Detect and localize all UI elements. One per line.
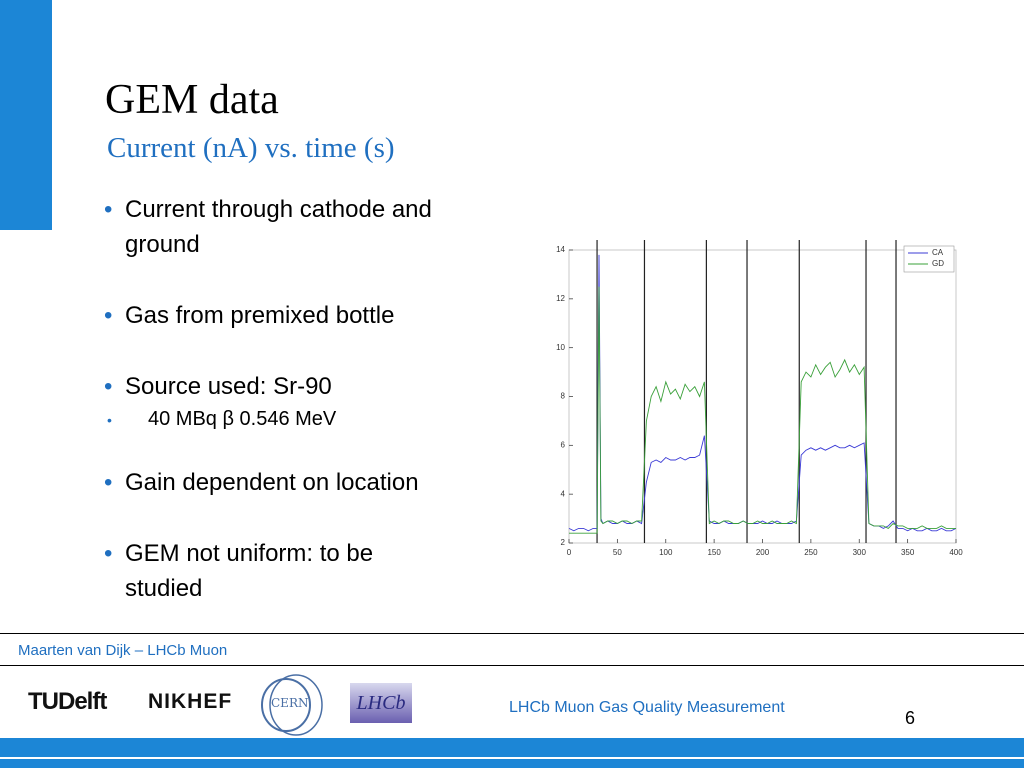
x-tick-label: 100	[659, 548, 673, 557]
bullet-text: Current through cathode and ground	[125, 196, 432, 258]
slide-subtitle: Current (nA) vs. time (s)	[107, 132, 395, 164]
y-tick-label: 2	[561, 538, 566, 547]
logo-ring	[261, 678, 311, 732]
page-number: 6	[905, 708, 916, 728]
bullet-text: GEM not uniform: to be studied	[125, 540, 374, 602]
footer-author: Maarten van Dijk – LHCb Muon	[18, 642, 228, 659]
series-line	[569, 286, 956, 534]
bullet: Gain dependent on location	[104, 465, 464, 500]
x-tick-label: 350	[901, 548, 915, 557]
x-tick-label: 200	[756, 548, 770, 557]
logo-cern: CERN	[271, 696, 309, 710]
accent-bar	[0, 0, 52, 230]
bullet-text: Gain dependent on location	[125, 469, 419, 496]
divider	[0, 633, 1024, 634]
divider	[0, 665, 1024, 666]
logo-tudelft: TUDelft	[28, 688, 107, 715]
x-tick-label: 400	[949, 548, 963, 557]
y-tick-label: 6	[561, 440, 566, 449]
footer-title: LHCb Muon Gas Quality Measurement	[509, 699, 785, 716]
bottom-bar	[0, 738, 1024, 768]
series-line	[568, 254, 957, 532]
sub-bullet: 40 MBq β 0.546 MeV	[148, 404, 464, 435]
y-tick-label: 8	[561, 392, 566, 401]
bullet: Current through cathode and ground	[104, 192, 464, 262]
legend-label: GD	[932, 259, 944, 268]
legend-label: CA	[932, 248, 944, 257]
y-tick-label: 12	[556, 294, 565, 303]
bullet: Gas from premixed bottle	[104, 298, 464, 333]
x-tick-label: 300	[853, 548, 867, 557]
logo-nikhef: NIKHEF	[148, 690, 233, 713]
plot-frame	[568, 249, 957, 544]
bullet: GEM not uniform: to be studied	[104, 536, 455, 606]
x-tick-label: 150	[707, 548, 721, 557]
logo-cern-frame	[261, 674, 323, 736]
x-tick-label: 0	[567, 548, 572, 557]
sub-list: 40 MBq β 0.546 MeV	[148, 404, 464, 435]
logo-ring	[269, 674, 323, 736]
bullet: Source used: Sr-90 40 MBq β 0.546 MeV	[104, 369, 464, 435]
bottom-stripe	[0, 757, 1024, 759]
logo-lhcb: LHCb	[350, 683, 412, 723]
y-tick-label: 4	[561, 489, 566, 498]
legend-box	[903, 245, 955, 273]
bullet-text: Gas from premixed bottle	[125, 302, 395, 329]
bullet-list: Current through cathode and ground Gas f…	[104, 192, 464, 606]
slide-title: GEM data	[105, 77, 279, 123]
y-tick-label: 14	[556, 245, 565, 254]
sub-bullet-text: 40 MBq β 0.546 MeV	[148, 408, 337, 430]
y-tick-label: 10	[556, 343, 565, 352]
chart: 2 4 6 8 10 12 14 0 50 100 150 200 250 300 350 400 CA GD	[556, 240, 963, 557]
x-tick-label: 250	[804, 548, 818, 557]
bullet-text: Source used: Sr-90	[125, 373, 332, 400]
x-tick-label: 50	[613, 548, 622, 557]
